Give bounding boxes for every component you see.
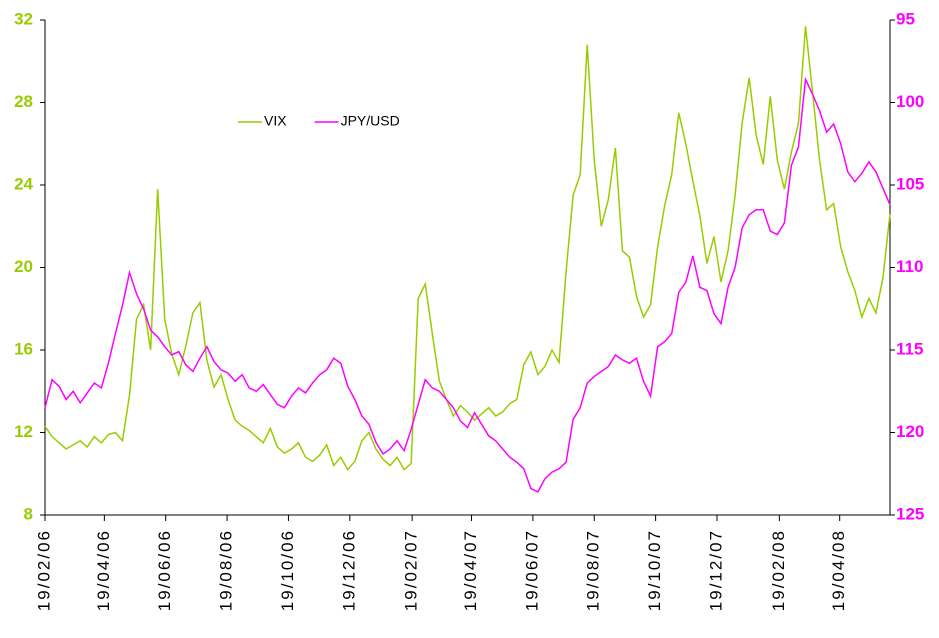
x-tick-label: 19/08/07 <box>584 529 603 611</box>
y2-tick-label: 115 <box>896 339 923 358</box>
x-tick-label: 19/06/07 <box>522 529 541 611</box>
x-tick-label: 19/04/07 <box>461 529 480 611</box>
y-tick-label: 28 <box>14 92 33 111</box>
y-tick-label: 24 <box>14 174 33 193</box>
x-tick-label: 19/04/06 <box>94 529 113 611</box>
y2-tick-label: 110 <box>896 257 923 276</box>
series-line <box>44 26 891 471</box>
y2-tick-label: 125 <box>896 504 924 523</box>
y-tick-label: 32 <box>14 9 33 28</box>
x-tick-label: 19/02/08 <box>769 529 788 611</box>
x-tick-label: 19/10/07 <box>645 529 664 611</box>
x-tick-label: 19/04/08 <box>829 529 848 611</box>
x-tick-label: 19/06/06 <box>155 529 174 611</box>
y2-tick-label: 105 <box>896 174 924 193</box>
y2-tick-label: 100 <box>896 92 924 111</box>
y-tick-label: 8 <box>24 504 33 523</box>
x-tick-label: 19/08/06 <box>217 529 236 611</box>
x-tick-label: 19/02/07 <box>402 529 421 611</box>
x-tick-label: 19/12/07 <box>706 529 725 611</box>
y2-tick-label: 120 <box>896 422 924 441</box>
y-tick-label: 20 <box>14 257 33 276</box>
legend-label: JPY/USD <box>341 113 400 129</box>
y2-tick-label: 95 <box>896 9 915 28</box>
x-tick-label: 19/02/06 <box>34 529 53 611</box>
series-line <box>44 76 891 493</box>
x-tick-label: 19/10/06 <box>278 529 297 611</box>
y-tick-label: 16 <box>14 339 33 358</box>
y-tick-label: 12 <box>14 422 33 441</box>
legend-label: VIX <box>264 113 287 129</box>
x-tick-label: 19/12/06 <box>339 529 358 611</box>
